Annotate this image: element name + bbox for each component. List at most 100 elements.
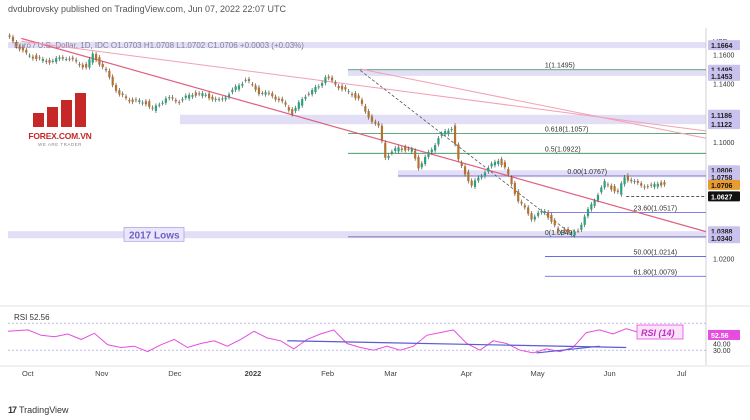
rsi-tick-label: 40.00: [713, 341, 731, 348]
candle-body: [537, 212, 540, 216]
rsi-badge-box: [636, 324, 684, 340]
candle-body: [174, 99, 177, 102]
candle-body: [374, 121, 377, 124]
fib-label: 0(1.0349): [545, 230, 575, 237]
candle-body: [164, 98, 167, 103]
candle-body: [254, 85, 257, 90]
annotation-2017-lows: 2017 Lows: [129, 230, 180, 241]
price-tag-label: 1.1453: [711, 74, 733, 81]
candle-body: [141, 102, 144, 104]
candle-body: [194, 92, 197, 96]
candle-body: [31, 56, 35, 59]
price-tag: [708, 40, 740, 51]
upper-trendline: [21, 40, 707, 132]
price-axis: USD1.16001.14001.10001.08001.02001.16641…: [708, 39, 740, 264]
candle-body: [533, 216, 536, 220]
price-tag: [708, 70, 740, 81]
candle-body: [480, 176, 483, 178]
candle-body: [94, 54, 98, 61]
candle-body: [646, 186, 649, 188]
candle-body: [38, 57, 41, 59]
price-tag-label: 1.1122: [711, 122, 732, 129]
candle-body: [78, 64, 81, 66]
candle-body: [424, 156, 427, 164]
x-tick-label: Nov: [95, 369, 109, 378]
candle-body: [144, 101, 148, 105]
candle-body: [590, 204, 593, 210]
candle-body: [11, 36, 15, 42]
candle-body: [55, 58, 58, 62]
candle-body: [181, 99, 184, 101]
time-axis: Oct Nov Dec 2022 Feb Mar Apr May Jun Jul: [22, 369, 687, 378]
candle-body: [101, 63, 104, 68]
candle-body: [281, 98, 284, 102]
candle-body: [570, 233, 573, 235]
price-tag-label: 1.0758: [711, 175, 733, 182]
candle-body: [108, 70, 111, 78]
candle-body: [460, 162, 463, 166]
price-tag-label: 1.0388: [711, 229, 733, 236]
candle-body: [490, 163, 493, 167]
candle-body: [543, 211, 546, 213]
rsi-divergence-2: [536, 345, 600, 354]
zone-band: [348, 69, 706, 76]
x-tick-label: Mar: [384, 369, 397, 378]
candle-body: [377, 123, 380, 126]
candle-body: [271, 93, 274, 97]
candle-body: [158, 104, 161, 106]
candle-body: [241, 83, 244, 86]
candle-body: [304, 96, 307, 99]
candle-body: [124, 96, 128, 99]
candle-body: [653, 183, 656, 188]
candle-body: [207, 93, 211, 99]
candle-body: [660, 182, 663, 186]
candle-body: [443, 131, 447, 135]
price-tag: [708, 179, 740, 190]
candle-body: [284, 102, 287, 105]
candle-body: [593, 200, 596, 206]
candle-body: [35, 55, 38, 60]
candle-body: [201, 93, 204, 97]
fib-label: 50.00(1.0214): [634, 250, 678, 257]
candle-body: [427, 152, 430, 158]
candle-body: [650, 184, 653, 186]
candle-body: [623, 177, 626, 185]
candle-body: [264, 92, 267, 95]
candle-body: [128, 99, 131, 102]
fib-label: 1(1.1495): [545, 63, 575, 70]
candle-body: [620, 183, 623, 195]
candle-body: [294, 107, 297, 112]
candle-body: [616, 190, 620, 192]
candle-body: [121, 93, 124, 96]
candle-body: [8, 35, 11, 37]
candle-body: [394, 148, 397, 151]
candle-body: [556, 228, 560, 232]
candle-body: [81, 64, 84, 68]
candle-body: [274, 96, 277, 100]
tradingview-footer[interactable]: 17 TradingView: [8, 405, 69, 415]
fib-label: 0.5(1.0922): [545, 146, 581, 153]
candle-body: [643, 186, 646, 188]
candle-body: [507, 169, 510, 175]
price-tag-label: 1.0806: [711, 168, 733, 175]
y-tick-label: 1.0200: [713, 257, 735, 264]
candle-body: [513, 182, 516, 194]
candle-body: [453, 125, 457, 145]
price-tag-label: 1.0627: [711, 194, 733, 201]
candle-body: [168, 97, 171, 99]
price-tag: [708, 191, 740, 202]
price-tag-label: 1.0340: [711, 236, 733, 243]
candle-body: [65, 59, 68, 61]
candle-body: [118, 90, 121, 95]
candle-body: [397, 147, 400, 152]
candle-body: [221, 98, 224, 100]
candle-body: [337, 86, 340, 89]
candle-body: [540, 210, 543, 213]
candle-body: [573, 231, 576, 236]
candle-body: [334, 82, 337, 85]
candle-body: [563, 229, 566, 232]
zone-band: [8, 231, 706, 239]
logo-bars-icon: [25, 93, 95, 127]
candle-body: [483, 172, 487, 177]
